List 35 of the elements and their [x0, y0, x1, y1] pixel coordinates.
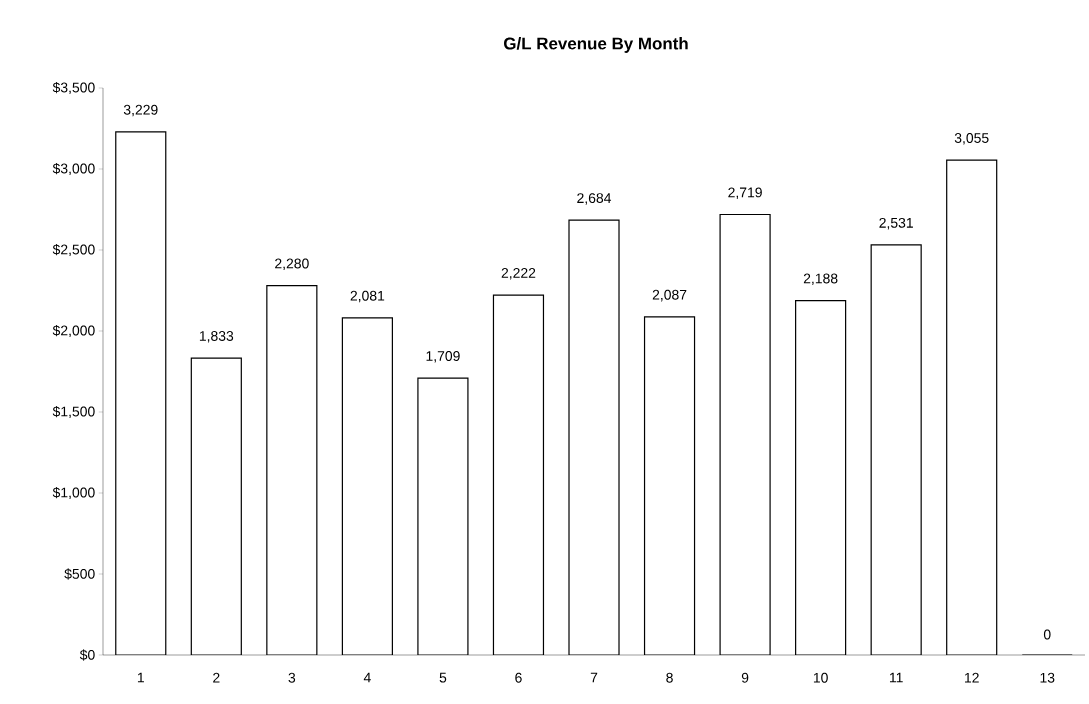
- x-tick-label: 11: [889, 672, 903, 683]
- x-tick-label: 2: [213, 672, 220, 683]
- x-tick-label: 12: [965, 672, 979, 683]
- x-tick-label: 4: [363, 672, 371, 683]
- y-tick-label: $2,500: [52, 243, 95, 257]
- data-label: 3,229: [123, 104, 158, 117]
- data-label: 1,709: [426, 351, 460, 363]
- data-label: 0: [1043, 629, 1051, 640]
- data-label: 2,684: [577, 193, 612, 205]
- x-tick-label: 10: [813, 672, 828, 683]
- x-tick-label: 7: [590, 672, 598, 683]
- x-tick-label: 1: [137, 672, 144, 683]
- data-label: 2,531: [879, 217, 913, 230]
- x-tick-label: 5: [439, 672, 447, 683]
- data-label: 2,222: [501, 267, 536, 280]
- data-label: 2,188: [803, 273, 838, 286]
- x-tick-label: 13: [1040, 672, 1055, 683]
- y-tick-label: $3,500: [52, 81, 95, 95]
- chart-title: G/L Revenue By Month: [504, 37, 688, 53]
- y-tick-label: $3,000: [52, 162, 95, 176]
- data-label: 1,833: [199, 331, 234, 343]
- y-tick-label: $500: [64, 568, 95, 580]
- data-label: 3,055: [954, 133, 989, 145]
- x-tick-label: 6: [515, 672, 522, 683]
- data-label: 2,081: [350, 290, 385, 303]
- data-label: 2,087: [652, 289, 687, 302]
- y-tick-label: $2,000: [52, 324, 95, 338]
- y-tick-label: $0: [79, 649, 95, 661]
- x-tick-label: 8: [666, 672, 673, 683]
- y-tick-label: $1,500: [52, 405, 95, 419]
- data-label: 2,719: [728, 187, 762, 199]
- data-label: 2,280: [275, 258, 309, 271]
- x-tick-label: 3: [288, 672, 296, 683]
- x-tick-label: 9: [741, 672, 749, 683]
- y-tick-label: $1,000: [52, 486, 95, 500]
